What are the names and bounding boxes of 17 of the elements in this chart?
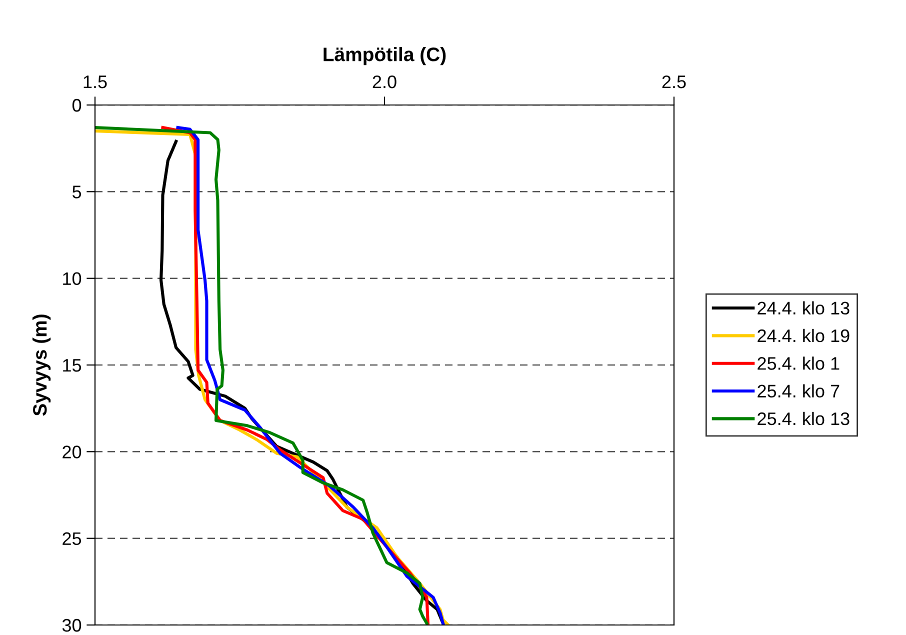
legend-label: 25.4. klo 1 [758,356,840,370]
x-tick-label: 1.5 [84,76,107,88]
y-tick-label: 20 [62,446,82,458]
y-tick-label: 5 [72,186,82,198]
y-tick-label: 0 [72,98,82,112]
x-axis-title: Lämpötila (C) [324,46,446,66]
y-axis-title: Syvyys (m) [32,314,51,416]
y-tick-label: 25 [62,532,82,546]
legend-label: 25.4. klo 13 [758,412,850,426]
legend-label: 25.4. klo 7 [758,384,840,398]
x-tick-label: 2.5 [662,75,686,88]
y-tick-label: 15 [63,359,82,372]
x-tick-label: 2.0 [372,75,396,88]
legend-label: 24.4. klo 13 [758,301,850,315]
legend-label: 24.4. klo 19 [758,328,850,342]
y-tick-label: 10 [63,272,82,286]
y-tick-label: 30 [62,618,82,632]
